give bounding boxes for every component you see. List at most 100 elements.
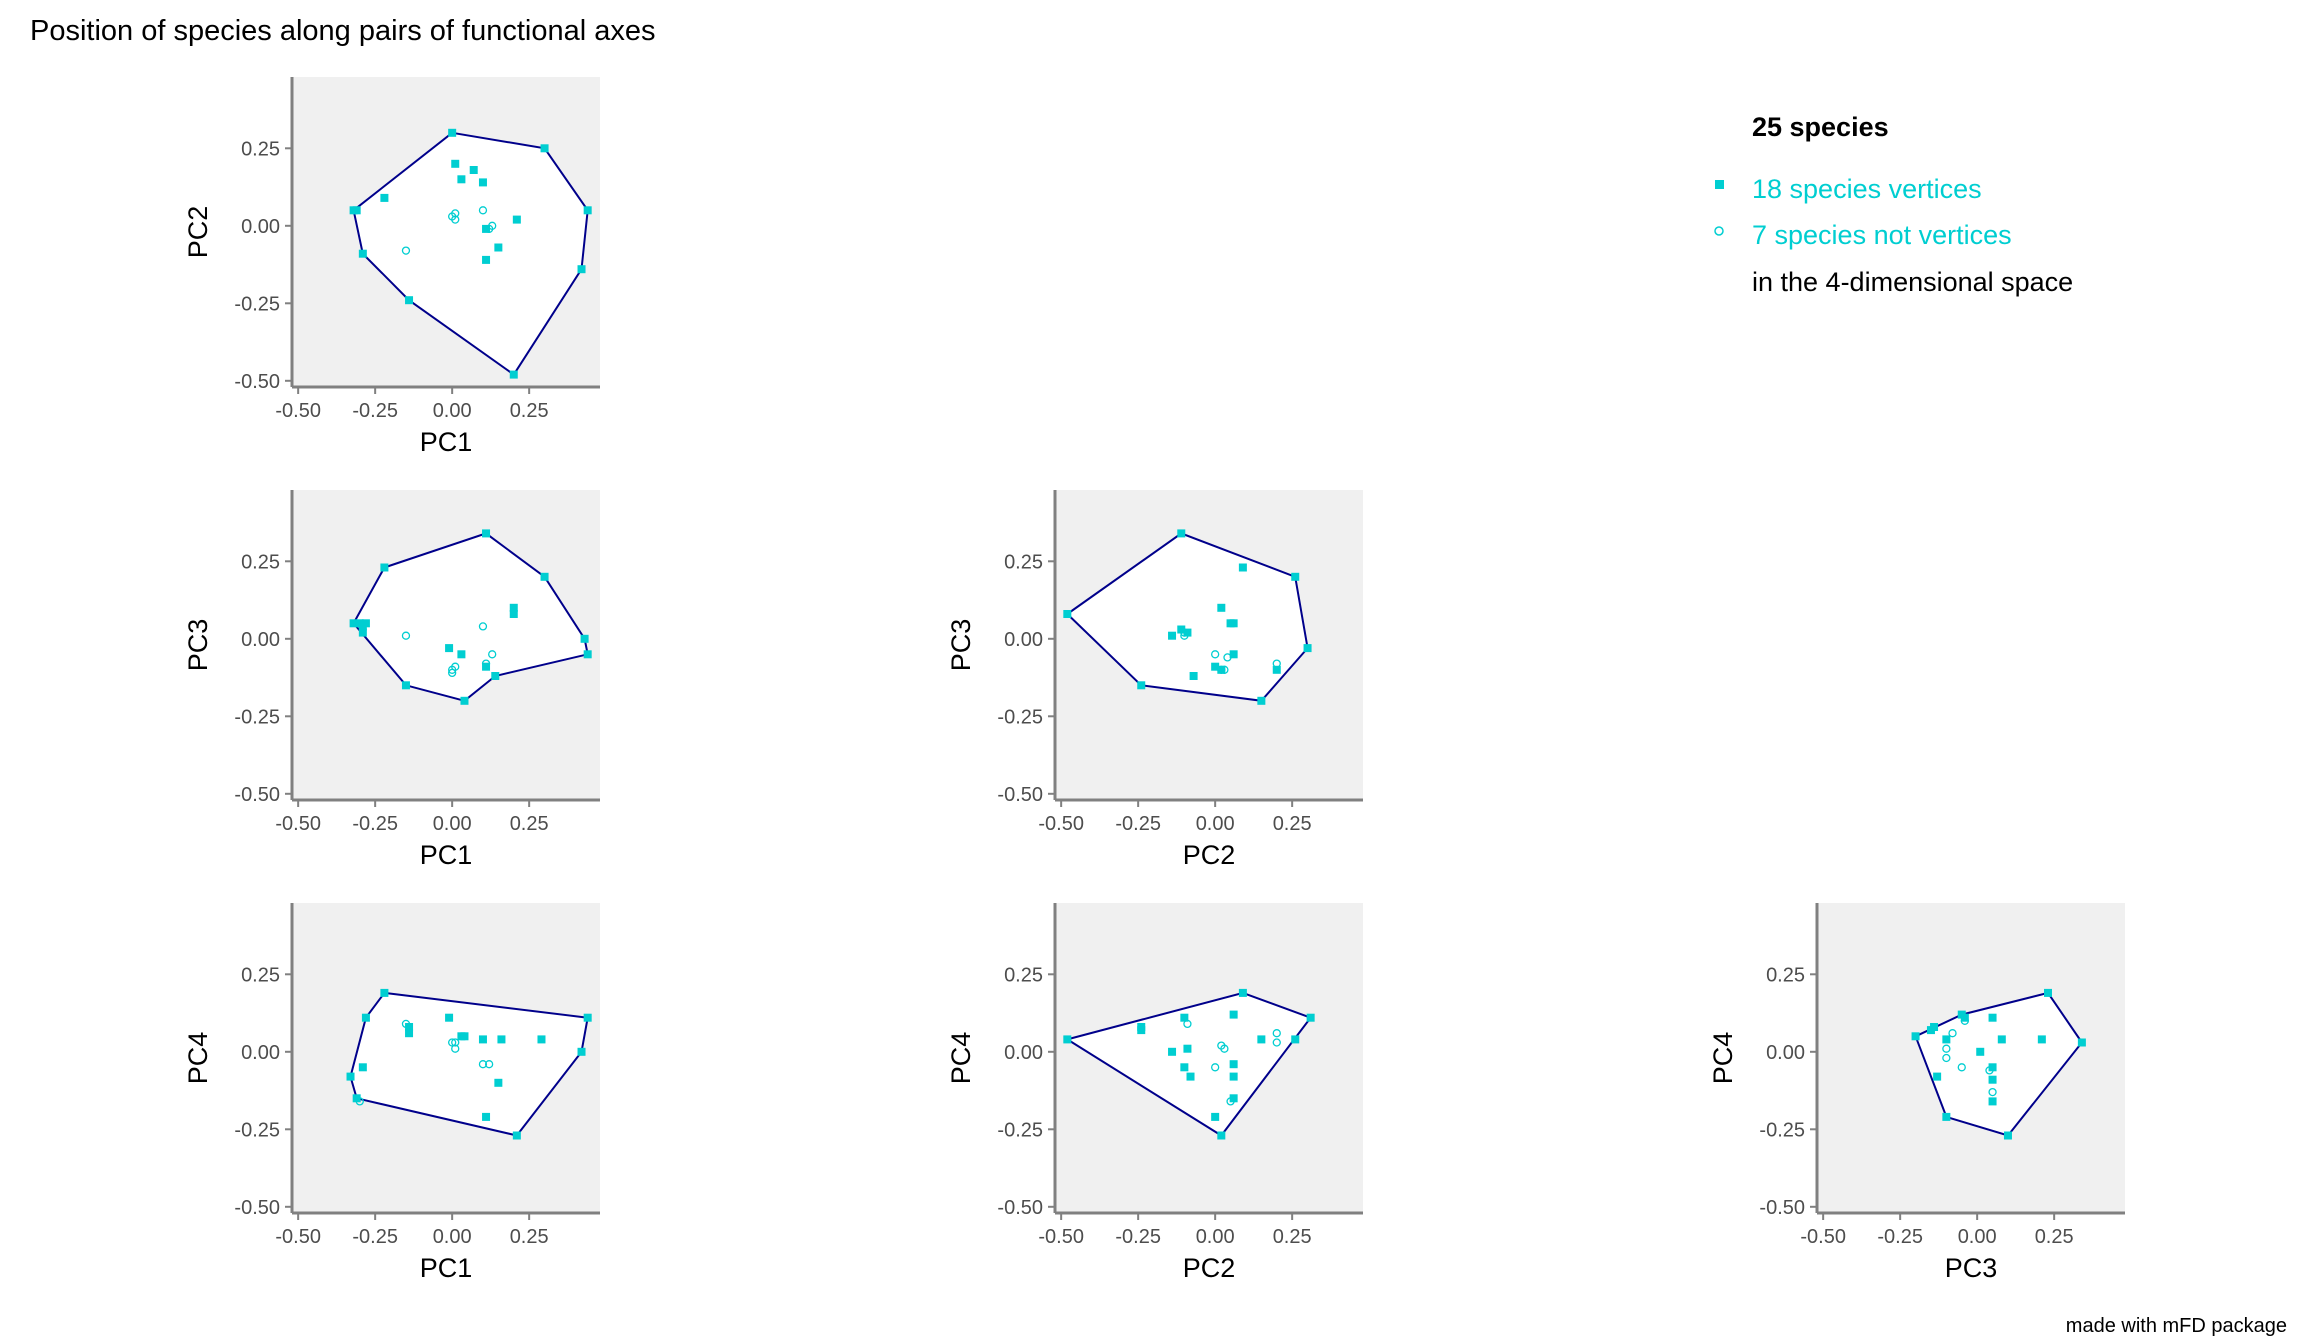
species-point-vertex [2037, 1035, 2046, 1044]
species-point-vertex [1976, 1047, 1985, 1056]
species-point-vertex [491, 672, 500, 680]
species-point-vertex [537, 1035, 546, 1044]
panels-group: -0.50 -0.25 0.00 0.25 -0.50 -0.25 0.00 0.25 PC1 P… [183, 77, 2125, 1283]
legend-heading: 25 species [1752, 112, 1889, 142]
species-point-vertex [460, 696, 469, 705]
y-tick-label: 0.25 [241, 551, 280, 573]
species-point-vertex [405, 1023, 414, 1031]
legend-nonvertices-label: 7 species not vertices [1752, 220, 2012, 250]
legend-vertex-key [1715, 180, 1724, 189]
species-point-vertex [445, 1013, 454, 1022]
species-point-vertex [478, 1035, 487, 1044]
species-point-vertex [512, 1131, 521, 1140]
species-point-vertex [1229, 650, 1238, 659]
y-tick-label: 0.25 [241, 964, 280, 986]
x-tick-label: -0.25 [352, 813, 398, 835]
species-point-vertex [1217, 603, 1226, 612]
species-point-vertex [469, 166, 478, 174]
x-tick-label: -0.25 [1115, 813, 1161, 835]
species-point-vertex [460, 1032, 469, 1041]
y-tick-label: -0.25 [1759, 1119, 1805, 1141]
legend-note: in the 4-dimensional space [1752, 267, 2073, 297]
legend-vertices-label: 18 species vertices [1752, 174, 1982, 204]
species-point-vertex [512, 215, 521, 224]
x-tick-label: -0.50 [1038, 1226, 1084, 1248]
species-point-vertex [1137, 1023, 1146, 1031]
species-point-vertex [1942, 1035, 1951, 1044]
species-point-vertex [1183, 628, 1192, 637]
species-point-non-vertex [1217, 1041, 1226, 1050]
x-tick-label: -0.25 [1115, 1226, 1161, 1248]
species-point-vertex [482, 255, 491, 264]
x-tick-label: 0.00 [1958, 1226, 1997, 1248]
species-point-vertex [482, 1112, 491, 1121]
y-axis-label: PC2 [183, 206, 213, 259]
species-point-vertex [380, 193, 389, 202]
species-point-vertex [1177, 529, 1186, 538]
species-point-vertex [405, 1029, 414, 1038]
species-point-vertex [1942, 1112, 1951, 1121]
species-point-vertex [482, 224, 491, 233]
species-point-vertex [509, 370, 518, 379]
y-tick-label: 0.00 [1766, 1042, 1805, 1064]
species-point-vertex [1911, 1032, 1920, 1041]
species-point-vertex [1229, 619, 1238, 628]
species-point-vertex [457, 175, 466, 184]
species-point-non-vertex [484, 1060, 494, 1069]
species-point-vertex [1189, 672, 1198, 680]
species-point-vertex [352, 206, 361, 215]
x-axis-label: PC1 [420, 840, 473, 870]
species-point-vertex [380, 563, 389, 572]
x-tick-label: -0.25 [352, 400, 398, 422]
species-point-vertex [349, 619, 358, 628]
species-point-vertex [358, 628, 367, 637]
x-tick-label: 0.00 [1196, 1226, 1235, 1248]
species-point-vertex [1183, 1044, 1192, 1053]
species-point-vertex [1238, 988, 1247, 997]
y-axis-label: PC4 [946, 1032, 976, 1085]
species-point-vertex [1257, 696, 1266, 705]
species-point-non-vertex [1272, 1038, 1281, 1047]
species-point-non-vertex [478, 1060, 488, 1069]
species-point-vertex [1272, 665, 1281, 674]
x-tick-label: 0.25 [510, 400, 549, 422]
species-point-non-vertex [451, 1044, 460, 1053]
y-tick-label: -0.25 [234, 293, 280, 315]
panel-pc2-pc4: -0.50 -0.25 0.00 0.25 -0.50 -0.25 0.00 0.25 PC2 P… [946, 903, 1363, 1283]
species-point-vertex [1063, 1035, 1072, 1044]
species-point-non-vertex [1988, 1087, 1997, 1097]
x-tick-label: -0.50 [1800, 1226, 1846, 1248]
species-point-vertex [509, 610, 518, 618]
species-point-vertex [1257, 1035, 1266, 1044]
species-point-vertex [478, 178, 487, 187]
species-point-vertex [380, 988, 389, 997]
x-axis-label: PC2 [1183, 1253, 1236, 1283]
y-tick-label: -0.25 [997, 1119, 1043, 1141]
species-point-vertex [494, 1078, 503, 1087]
x-tick-label: 0.25 [1273, 1226, 1312, 1248]
species-point-vertex [1960, 1013, 1969, 1022]
species-point-vertex [401, 681, 410, 690]
species-point-vertex [1229, 1094, 1238, 1103]
species-point-vertex [540, 144, 549, 153]
x-tick-label: 0.00 [433, 400, 472, 422]
species-point-vertex [1168, 631, 1177, 640]
species-point-vertex [540, 572, 549, 581]
species-point-vertex [1063, 610, 1072, 618]
species-point-non-vertex [1942, 1044, 1951, 1053]
x-tick-label: -0.25 [352, 1226, 398, 1248]
species-point-vertex [583, 206, 592, 215]
panel-pc1-pc4: -0.50 -0.25 0.00 0.25 -0.50 -0.25 0.00 0.25 PC1 P… [183, 903, 600, 1283]
species-point-vertex [509, 603, 518, 612]
legend: 25 species 18 species vertices 7 species… [1714, 112, 2073, 297]
species-point-non-vertex [451, 215, 460, 224]
x-tick-label: 0.25 [1273, 813, 1312, 835]
figure-title: Position of species along pairs of funct… [30, 15, 655, 47]
y-tick-label: -0.50 [234, 1197, 280, 1219]
species-point-vertex [352, 1094, 361, 1103]
y-tick-label: 0.25 [241, 138, 280, 160]
species-point-vertex [358, 249, 367, 258]
x-tick-label: 0.00 [1196, 813, 1235, 835]
caption: made with mFD package [2066, 1315, 2287, 1337]
